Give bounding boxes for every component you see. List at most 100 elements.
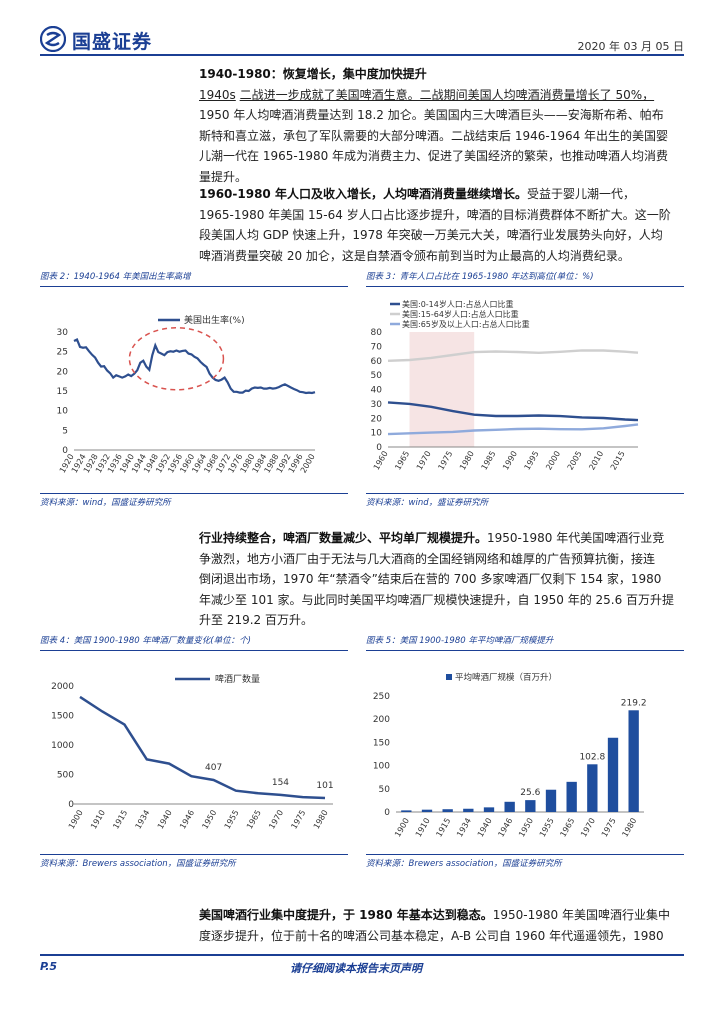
- x-tick-label: 1910: [414, 817, 432, 839]
- legend-label: 美国:15-64岁人口:占总人口比重: [402, 309, 519, 319]
- para-line: 1965-1980 年美国 15-64 岁人口占比逐步提升，啤酒的目标消费群体不…: [199, 207, 671, 222]
- x-tick-label: 1970: [579, 817, 597, 839]
- x-tick-label: 2010: [587, 450, 605, 472]
- x-tick-label: 1900: [393, 817, 411, 839]
- figure-3-title: 图表 3：青年人口占比在 1965-1980 年达到高位(单位：%): [366, 272, 594, 282]
- y-tick-label: 20: [57, 367, 69, 377]
- x-tick-label: 1975: [436, 450, 454, 472]
- x-tick-label: 1915: [111, 809, 129, 831]
- data-label: 102.8: [579, 752, 605, 762]
- bar: [587, 764, 598, 812]
- disclaimer-notice: 请仔细阅读本报告末页声明: [290, 962, 422, 975]
- y-tick-label: 5: [62, 426, 68, 436]
- y-tick-label: 70: [371, 342, 383, 352]
- y-tick-label: 0: [68, 800, 74, 810]
- y-tick-label: 30: [57, 328, 69, 338]
- x-tick-label: 1950: [517, 817, 535, 839]
- x-tick-label: 1990: [501, 450, 519, 472]
- x-tick-label: 2000: [544, 450, 562, 472]
- x-tick-label: 1946: [178, 809, 196, 831]
- x-tick-label: 1965: [393, 450, 411, 472]
- data-label: 25.6: [520, 788, 540, 798]
- section-bold-lead: 1960-1980 年人口及收入增长，人均啤酒消费量继续增长。: [199, 187, 527, 201]
- para-text: 受益于婴儿潮一代，: [526, 187, 635, 201]
- bar: [401, 810, 412, 812]
- y-tick-label: 150: [373, 738, 390, 748]
- figure-3-bottom-rule: [366, 493, 684, 494]
- x-tick-label: 1950: [200, 809, 218, 831]
- para-line: 啤酒消费量突破 20 加仑，这是自禁酒令颁布前到当时为止最高的人均消费纪录。: [199, 248, 630, 263]
- y-tick-label: 200: [373, 715, 390, 725]
- highlight-ellipse: [128, 326, 225, 391]
- section-1940-1980: 1940-1980：恢复增长，集中度加快提升 1940s 二战进一步成就了美国啤…: [199, 64, 685, 187]
- figure-4-bottom-rule: [40, 854, 348, 855]
- legend-label: 美国出生率(%): [184, 314, 245, 326]
- brewery-count-line: [79, 695, 326, 800]
- x-tick-label: 1934: [455, 817, 473, 839]
- figure-4-title: 图表 4：美国 1900-1980 年啤酒厂数量变化(单位：个): [40, 636, 251, 646]
- y-tick-label: 10: [371, 429, 383, 439]
- section-bold-lead: 行业持续整合，啤酒厂数量减少、平均单厂规模提升。: [199, 531, 488, 545]
- figure-5-bottom-rule: [366, 854, 684, 855]
- bar: [525, 800, 536, 812]
- y-tick-label: 40: [371, 386, 383, 396]
- bar: [607, 737, 619, 812]
- section-population-income: 1960-1980 年人口及收入增长，人均啤酒消费量继续增长。受益于婴儿潮一代，…: [199, 184, 685, 266]
- para-line: 度逐步提升，位于前十名的啤酒公司基本稳定，A-B 公司自 1960 年代遥遥领先…: [199, 928, 664, 943]
- x-tick-label: 1965: [245, 809, 263, 831]
- para-text: 1950-1980 年美国啤酒行业集中: [492, 908, 670, 922]
- x-tick-label: 1980: [458, 450, 476, 472]
- x-tick-label: 1955: [538, 817, 556, 839]
- header-logo: 国盛证券: [40, 26, 170, 53]
- bar: [463, 808, 474, 812]
- figure-2-bottom-rule: [40, 493, 348, 494]
- figure-5-rule: [366, 650, 684, 651]
- para-line: 争激烈，地方小酒厂由于无法与几大酒商的全国经销网络和雄厚的广告预算抗衡，接连: [199, 551, 656, 566]
- figure-3-chart: 0 10 20 30 40 50 60 70 80 1960 1965 1970 1975 1980 198…: [371, 299, 639, 472]
- x-tick-label: 1915: [434, 817, 452, 839]
- legend-label: 美国:0-14岁人口:占总人口比重: [402, 299, 514, 309]
- x-tick-label: 1955: [223, 809, 241, 831]
- section-heading: 1940-1980：恢复增长，集中度加快提升: [199, 67, 427, 81]
- figure-2-source: 资料来源：wind，国盛证券研究所: [40, 498, 171, 508]
- birth-rate-line: [73, 337, 316, 395]
- y-tick-label: 250: [373, 692, 390, 702]
- figure-2-rule: [40, 286, 348, 287]
- figure-3-source: 资料来源：wind，盛证券研究所: [366, 498, 489, 508]
- x-tick-label: 1900: [67, 809, 85, 831]
- bar: [483, 807, 495, 812]
- x-tick-label: 1940: [476, 817, 494, 839]
- y-tick-label: 0: [376, 443, 382, 453]
- y-tick-label: 80: [371, 328, 383, 338]
- page-number: P.5: [40, 960, 58, 973]
- section-concentration: 美国啤酒行业集中度提升，于 1980 年基本达到稳态。1950-1980 年美国…: [199, 905, 685, 946]
- para-line: 段美国人均 GDP 快速上升，1978 年突破一万美元大关，啤酒行业发展势头向好…: [199, 228, 663, 242]
- x-tick-label: 1970: [415, 450, 433, 472]
- para-line: 量提升。: [199, 169, 248, 184]
- legend-label: 美国:65岁及以上人口:占总人口比重: [402, 319, 530, 329]
- x-tick-label: 1985: [480, 450, 498, 472]
- legend-swatch: [446, 674, 452, 680]
- y-tick-label: 50: [379, 785, 391, 795]
- section-bold-lead: 美国啤酒行业集中度提升，于 1980 年基本达到稳态。: [199, 908, 493, 922]
- x-tick-label: 1980: [620, 817, 638, 839]
- underlined-text: 二战进一步成就了美国啤酒生意。二战期间美国人均啤酒消费量增长了 50%，: [239, 87, 655, 102]
- para-line: 儿潮一代在 1965-1980 年成为消费主力、促进了美国经济的繁荣，也推动啤酒…: [199, 149, 669, 163]
- x-tick-label: 1946: [496, 817, 514, 839]
- y-tick-label: 50: [371, 371, 383, 381]
- para-line: 1940s 二战进一步成就了美国啤酒生意。二战期间美国人均啤酒消费量增长了 50…: [199, 85, 685, 106]
- bar: [566, 781, 577, 812]
- bar: [504, 801, 515, 812]
- y-tick-label: 500: [57, 771, 74, 781]
- company-logo-icon: [40, 26, 66, 52]
- x-tick-label: 1960: [372, 450, 390, 472]
- para-line: 斯特和喜立滋，承包了军队需要的大部分啤酒。二战结束后 1946-1964 年出生…: [199, 128, 669, 143]
- y-tick-label: 1000: [51, 741, 74, 751]
- figure-4-chart: 0 500 1000 1500 2000 1900 1910 1915 1934 1940 1946…: [51, 673, 334, 831]
- data-label: 407: [205, 763, 222, 773]
- underlined-lead: 1940s: [199, 87, 236, 102]
- y-tick-label: 15: [57, 387, 68, 397]
- brand-name: 国盛证券: [72, 31, 153, 53]
- legend-label: 平均啤酒厂规模（百万升）: [455, 672, 557, 683]
- figure-2-chart: 0510152025301920192419281932193619401944…: [57, 314, 317, 475]
